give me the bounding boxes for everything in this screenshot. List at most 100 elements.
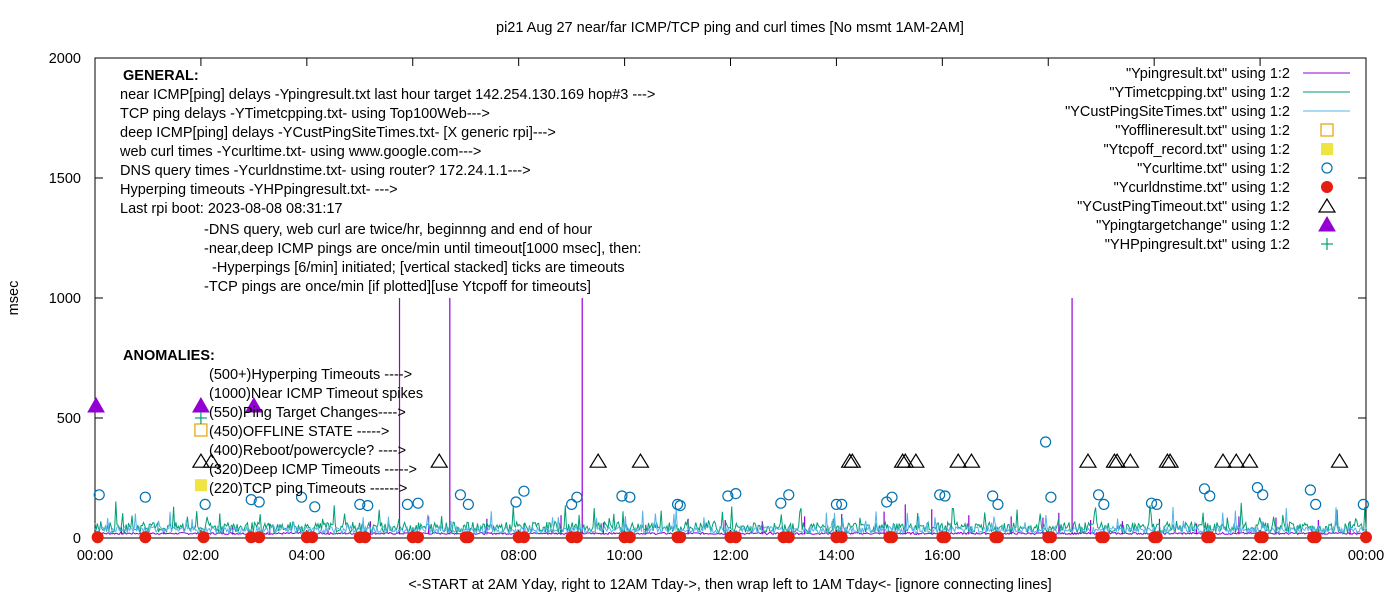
x-tick-label: 18:00 [1030,548,1066,564]
data-point [1310,498,1322,510]
general-note: near ICMP[ping] delays -Ypingresult.txt … [120,87,655,103]
data-point [939,490,951,502]
x-tick-label: 22:00 [1242,548,1278,564]
data-point [962,453,981,468]
data-point [934,489,946,501]
data-point [1203,531,1216,544]
data-point [1257,489,1269,501]
data-point [518,485,530,497]
data-point [462,498,474,510]
anomalies-header: ANOMALIES: [123,348,215,364]
data-point [624,491,636,503]
data-point [722,490,734,502]
y-tick-label: 500 [57,411,81,427]
data-point [906,453,925,468]
data-point [362,500,374,512]
plot-area: 0 500 1000 1500 2000 00:00 02:00 04:00 06:00 08:0… [49,51,1384,564]
data-point [991,531,1004,544]
general-indented-note: -Hyperpings [6/min] initiated; [vertical… [204,260,625,276]
data-point [843,453,862,468]
data-point [783,489,795,501]
data-point [1304,484,1316,496]
data-point [1105,453,1124,468]
data-point [1309,531,1322,544]
data-point [840,453,859,468]
data-point [674,500,686,512]
legend-label: "Ycurldnstime.txt" using 1:2 [1114,180,1290,196]
y-tick-label: 1500 [49,171,81,187]
data-point [1097,531,1110,544]
general-header: GENERAL: [123,68,199,84]
anomaly-note: (320)Deep ICMP Timeouts -----> [209,462,417,478]
data-point [194,423,208,437]
data-point [1227,453,1246,468]
data-point [295,491,308,503]
general-note: DNS query times -Ycurldnstime.txt- using… [120,163,531,179]
data-point [306,531,319,544]
data-point [202,453,221,468]
data-point [462,531,475,544]
data-point [992,498,1004,510]
data-point [775,497,787,509]
data-point [566,498,578,510]
data-point [896,453,915,468]
data-point [510,496,522,508]
data-point [589,453,608,468]
legend-label: "Ycurltime.txt" using 1:2 [1137,161,1290,177]
legend-label: "Ypingtargetchange" using 1:2 [1096,218,1290,234]
data-point [1158,453,1177,468]
legend-label: "Yofflineresult.txt" using 1:2 [1115,123,1290,139]
x-tick-label: 16:00 [924,548,960,564]
anomaly-note: (550)Ping Target Changes----> [209,405,406,421]
data-point [1330,453,1349,468]
data-point [517,531,530,544]
data-point [139,531,152,544]
data-point [1204,490,1216,502]
data-point [1198,483,1211,495]
x-tick-label: 12:00 [712,548,748,564]
data-point [1092,489,1105,501]
data-point [199,498,211,510]
data-point [782,531,795,544]
data-point [309,501,321,513]
data-point [674,531,687,544]
legend-swatch [1317,197,1337,213]
data-point [1108,453,1127,468]
data-point [1150,531,1163,544]
general-note: TCP ping delays -YTimetcpping.txt- using… [120,106,490,122]
data-point [938,531,951,544]
legend-label: "YCustPingTimeout.txt" using 1:2 [1077,199,1290,215]
data-point [1151,498,1163,510]
chart-title: pi21 Aug 27 near/far ICMP/TCP ping and c… [496,20,964,36]
data-point [886,531,899,544]
legend-swatch [1321,181,1333,193]
data-point [987,490,999,502]
legend-swatch [1321,143,1333,155]
anomaly-note: (400)Reboot/powercycle? ----> [209,443,406,459]
data-point [836,498,848,510]
general-note: Hyperping timeouts -YHPpingresult.txt- -… [120,182,398,198]
general-indented-note: -TCP pings are once/min [if plotted][use… [204,279,591,295]
data-point [412,497,424,509]
data-point [194,479,207,492]
data-point [93,489,105,501]
data-point [1256,531,1269,544]
data-point [835,531,848,544]
x-tick-label: 08:00 [501,548,537,564]
data-point [192,396,210,413]
data-point [631,453,650,468]
data-point [570,531,583,544]
data-point [454,489,467,501]
data-point [571,491,583,503]
x-tick-label: 00:00 [77,548,113,564]
data-point [245,494,257,506]
legend-label: "YCustPingSiteTimes.txt" using 1:2 [1065,104,1290,120]
data-point [623,531,636,544]
general-note: Last rpi boot: 2023-08-08 08:31:17 [120,201,343,217]
general-note: deep ICMP[ping] delays -YCustPingSiteTim… [120,125,556,141]
x-tick-label: 00:00 [1348,548,1384,564]
legend-swatch [1321,162,1333,174]
data-point [1240,453,1259,468]
data-point [139,491,151,503]
